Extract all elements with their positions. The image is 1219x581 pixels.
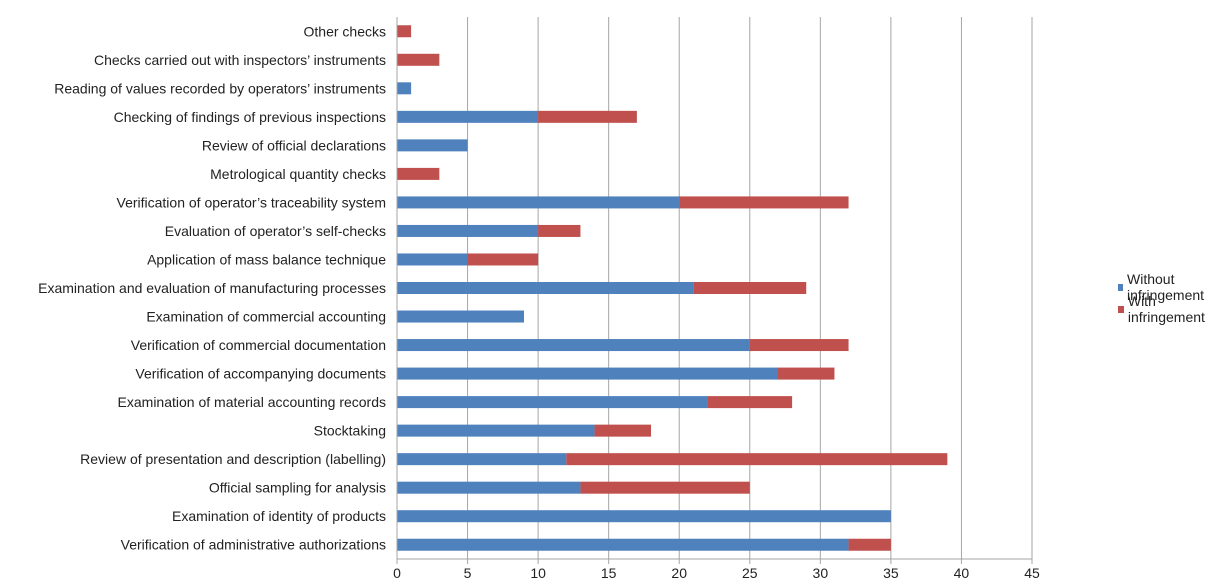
category-label: Other checks bbox=[304, 23, 386, 39]
bar-with-infringement bbox=[538, 224, 581, 237]
category-label: Examination and evaluation of manufactur… bbox=[38, 280, 386, 296]
bar-without-infringement bbox=[397, 510, 891, 523]
category-label: Examination of material accounting recor… bbox=[118, 394, 386, 410]
category-label: Verification of administrative authoriza… bbox=[121, 537, 386, 553]
x-tick-label: 45 bbox=[1024, 565, 1040, 581]
bar-without-infringement bbox=[397, 282, 694, 294]
legend: Without infringement With infringement bbox=[1118, 271, 1219, 325]
bar-without-infringement bbox=[397, 253, 468, 266]
bar-with-infringement bbox=[693, 282, 807, 294]
legend-item-without: Without infringement bbox=[1118, 271, 1219, 303]
x-tick-label: 10 bbox=[530, 565, 546, 581]
bar-without-infringement bbox=[397, 82, 412, 95]
category-label: Verification of commercial documentation bbox=[131, 337, 386, 353]
bar-without-infringement bbox=[397, 196, 680, 209]
bar-with-infringement bbox=[749, 339, 849, 352]
bar-with-infringement bbox=[848, 538, 891, 551]
bar-with-infringement bbox=[538, 110, 637, 123]
bar-without-infringement bbox=[397, 339, 750, 352]
legend-label-without: Without infringement bbox=[1127, 271, 1205, 303]
x-tick-label: 25 bbox=[742, 565, 758, 581]
category-label: Official sampling for analysis bbox=[209, 480, 386, 496]
category-label: Review of official declarations bbox=[202, 137, 386, 153]
legend-swatch-with bbox=[1118, 305, 1124, 313]
x-tick-label: 30 bbox=[813, 565, 829, 581]
bar-with-infringement bbox=[594, 424, 651, 437]
category-label: Verification of accompanying documents bbox=[135, 366, 386, 382]
x-axis: 0 5 10 15 20 25 30 35 40 45 bbox=[393, 17, 1040, 581]
x-tick-label: 40 bbox=[954, 565, 970, 581]
bars bbox=[397, 25, 948, 551]
bar-with-infringement bbox=[580, 481, 750, 494]
category-label: Examination of identity of products bbox=[172, 508, 386, 524]
bar-with-infringement bbox=[397, 53, 440, 66]
category-label: Review of presentation and description (… bbox=[80, 451, 386, 467]
category-label: Metrological quantity checks bbox=[210, 166, 386, 182]
bar-without-infringement bbox=[397, 224, 539, 237]
x-tick-label: 5 bbox=[464, 565, 472, 581]
bar-with-infringement bbox=[397, 25, 412, 38]
legend-label-with: With infringement bbox=[1127, 293, 1205, 325]
category-label: Stocktaking bbox=[314, 423, 386, 439]
bar-without-infringement bbox=[397, 538, 849, 551]
legend-item-with: With infringement bbox=[1118, 293, 1219, 325]
x-tick-label: 0 bbox=[393, 565, 401, 581]
bar-without-infringement bbox=[397, 424, 595, 437]
category-label: Reading of values recorded by operators’… bbox=[54, 80, 386, 96]
bar-with-infringement bbox=[467, 253, 539, 266]
bar-with-infringement bbox=[707, 396, 793, 409]
category-label: Verification of operator’s traceability … bbox=[117, 194, 387, 210]
bar-with-infringement bbox=[397, 167, 440, 180]
bar-with-infringement bbox=[679, 196, 849, 209]
x-tick-label: 15 bbox=[601, 565, 617, 581]
category-label: Examination of commercial accounting bbox=[146, 309, 386, 325]
category-labels: Other checks Checks carried out with insp… bbox=[38, 23, 386, 552]
category-label: Evaluation of operator’s self-checks bbox=[165, 223, 386, 239]
bar-with-infringement bbox=[566, 453, 948, 466]
bar-without-infringement bbox=[397, 139, 468, 152]
category-label: Checks carried out with inspectors’ inst… bbox=[94, 52, 386, 68]
legend-swatch-without bbox=[1118, 283, 1124, 291]
x-tick-label: 20 bbox=[671, 565, 687, 581]
bar-with-infringement bbox=[778, 367, 835, 380]
bar-without-infringement bbox=[397, 367, 778, 380]
bar-without-infringement bbox=[397, 310, 524, 323]
bar-without-infringement bbox=[397, 481, 581, 494]
x-tick-label: 35 bbox=[883, 565, 899, 581]
category-label: Application of mass balance technique bbox=[147, 251, 386, 267]
category-label: Checking of findings of previous inspect… bbox=[114, 109, 386, 125]
bar-without-infringement bbox=[397, 396, 708, 409]
bar-without-infringement bbox=[397, 110, 539, 123]
bar-without-infringement bbox=[397, 453, 567, 466]
